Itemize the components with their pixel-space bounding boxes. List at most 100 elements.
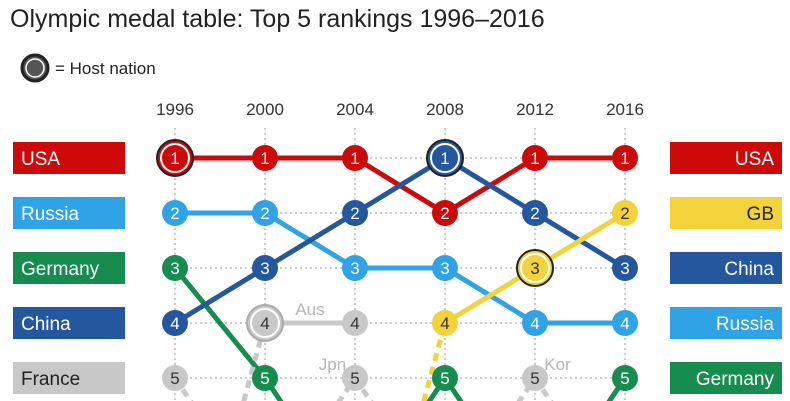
rank-marker <box>522 200 548 226</box>
left-label-text: USA <box>21 149 60 170</box>
rank-marker-label: 4 <box>260 314 269 333</box>
rank-marker-label: 1 <box>170 149 179 168</box>
rank-marker-label: 4 <box>350 314 359 333</box>
rank-marker <box>432 200 458 226</box>
rank-marker <box>432 310 458 336</box>
year-tick-label: 2012 <box>516 100 554 119</box>
rank-marker-label: 5 <box>620 369 629 388</box>
inline-label-jpn: Jpn <box>319 355 346 374</box>
rank-marker-label: 1 <box>620 149 629 168</box>
rank-marker-label: 4 <box>530 314 539 333</box>
rank-marker <box>522 310 548 336</box>
right-label-text: GB <box>747 204 774 225</box>
rank-marker <box>612 145 638 171</box>
rank-marker <box>612 310 638 336</box>
inline-label-kor: Kor <box>544 355 571 374</box>
rank-marker <box>252 255 278 281</box>
rank-marker-label: 3 <box>350 259 359 278</box>
rank-marker-label: 2 <box>170 204 179 223</box>
year-tick-label: 2004 <box>336 100 374 119</box>
left-label-box <box>13 307 125 339</box>
year-tick-label: 2016 <box>606 100 644 119</box>
rank-marker <box>162 255 188 281</box>
rank-marker-label: 3 <box>620 259 629 278</box>
right-label-box <box>670 252 782 284</box>
rank-marker-label: 3 <box>440 259 449 278</box>
host-marker <box>516 249 554 287</box>
left-label-box <box>13 197 125 229</box>
rank-marker-label: 5 <box>260 369 269 388</box>
rank-marker <box>612 255 638 281</box>
rank-marker-label: 2 <box>530 204 539 223</box>
rank-marker-label: 5 <box>170 369 179 388</box>
year-tick-label: 2008 <box>426 100 464 119</box>
rank-marker <box>252 145 278 171</box>
right-label-text: China <box>724 259 774 280</box>
rank-marker-label: 5 <box>440 369 449 388</box>
host-marker-ring <box>250 308 280 338</box>
rank-marker-label: 2 <box>620 204 629 223</box>
left-label-text: Germany <box>21 259 100 280</box>
host-legend: = Host nation <box>20 53 156 83</box>
rank-marker <box>432 255 458 281</box>
host-marker-ring <box>520 253 550 283</box>
rank-marker-label: 1 <box>350 149 359 168</box>
right-label-box <box>670 197 782 229</box>
series-entry-aus <box>241 322 268 401</box>
right-label-box <box>670 307 782 339</box>
year-axis: 1996 2000 2004 2008 2012 2016 <box>156 100 644 119</box>
left-label-text: Russia <box>21 204 80 225</box>
inline-label-aus: Aus <box>295 300 324 319</box>
right-label-box <box>670 362 782 394</box>
left-label-text: France <box>21 369 80 390</box>
rank-marker-label: 1 <box>530 149 539 168</box>
rank-marker <box>342 145 368 171</box>
rank-marker <box>342 200 368 226</box>
rank-markers: 1 1 1 2 1 1 2 2 3 3 4 4 3 5 5 5 4 3 2 1 2 3 5 4 3 2 4 4 5 5 <box>156 139 638 391</box>
host-marker <box>426 139 464 177</box>
rank-marker-label: 3 <box>260 259 269 278</box>
right-label-text: USA <box>735 149 774 170</box>
rank-marker-label: 3 <box>530 259 539 278</box>
rank-marker <box>342 255 368 281</box>
rank-marker-label: 5 <box>350 369 359 388</box>
chart-title: Olympic medal table: Top 5 rankings 1996… <box>10 5 545 33</box>
rank-marker <box>612 365 638 391</box>
right-country-labels: USA GB China Russia Germany <box>670 142 782 394</box>
rank-marker-label: 1 <box>440 149 449 168</box>
series-line-china <box>173 155 627 326</box>
inline-country-labels: Aus Jpn Kor <box>295 300 571 374</box>
series-entry-gb <box>421 322 448 401</box>
left-label-text: China <box>21 314 71 335</box>
year-tick-label: 1996 <box>156 100 194 119</box>
host-marker-ring <box>430 143 460 173</box>
rank-marker <box>612 200 638 226</box>
rank-marker-label: 3 <box>170 259 179 278</box>
rank-marker-label: 2 <box>260 204 269 223</box>
rank-marker <box>162 310 188 336</box>
series-line-germany <box>173 266 267 380</box>
year-tick-label: 2000 <box>246 100 284 119</box>
rank-marker <box>252 200 278 226</box>
rank-marker-label: 1 <box>260 149 269 168</box>
host-marker <box>156 139 194 177</box>
left-label-box <box>13 252 125 284</box>
host-legend-ring <box>25 58 45 78</box>
rank-marker-label: 5 <box>530 369 539 388</box>
rank-marker <box>162 200 188 226</box>
left-label-box <box>13 142 125 174</box>
rank-marker <box>432 365 458 391</box>
left-country-labels: USA Russia Germany China France <box>13 142 125 394</box>
rank-marker <box>162 365 188 391</box>
rank-marker-label: 2 <box>350 204 359 223</box>
rank-marker <box>522 365 548 391</box>
rank-marker <box>342 310 368 336</box>
left-label-box <box>13 362 125 394</box>
host-marker-ring <box>160 143 190 173</box>
rank-marker-label: 2 <box>440 204 449 223</box>
rank-marker-label: 4 <box>170 314 179 333</box>
rank-marker-label: 4 <box>620 314 629 333</box>
rank-marker <box>342 365 368 391</box>
rank-marker <box>252 365 278 391</box>
